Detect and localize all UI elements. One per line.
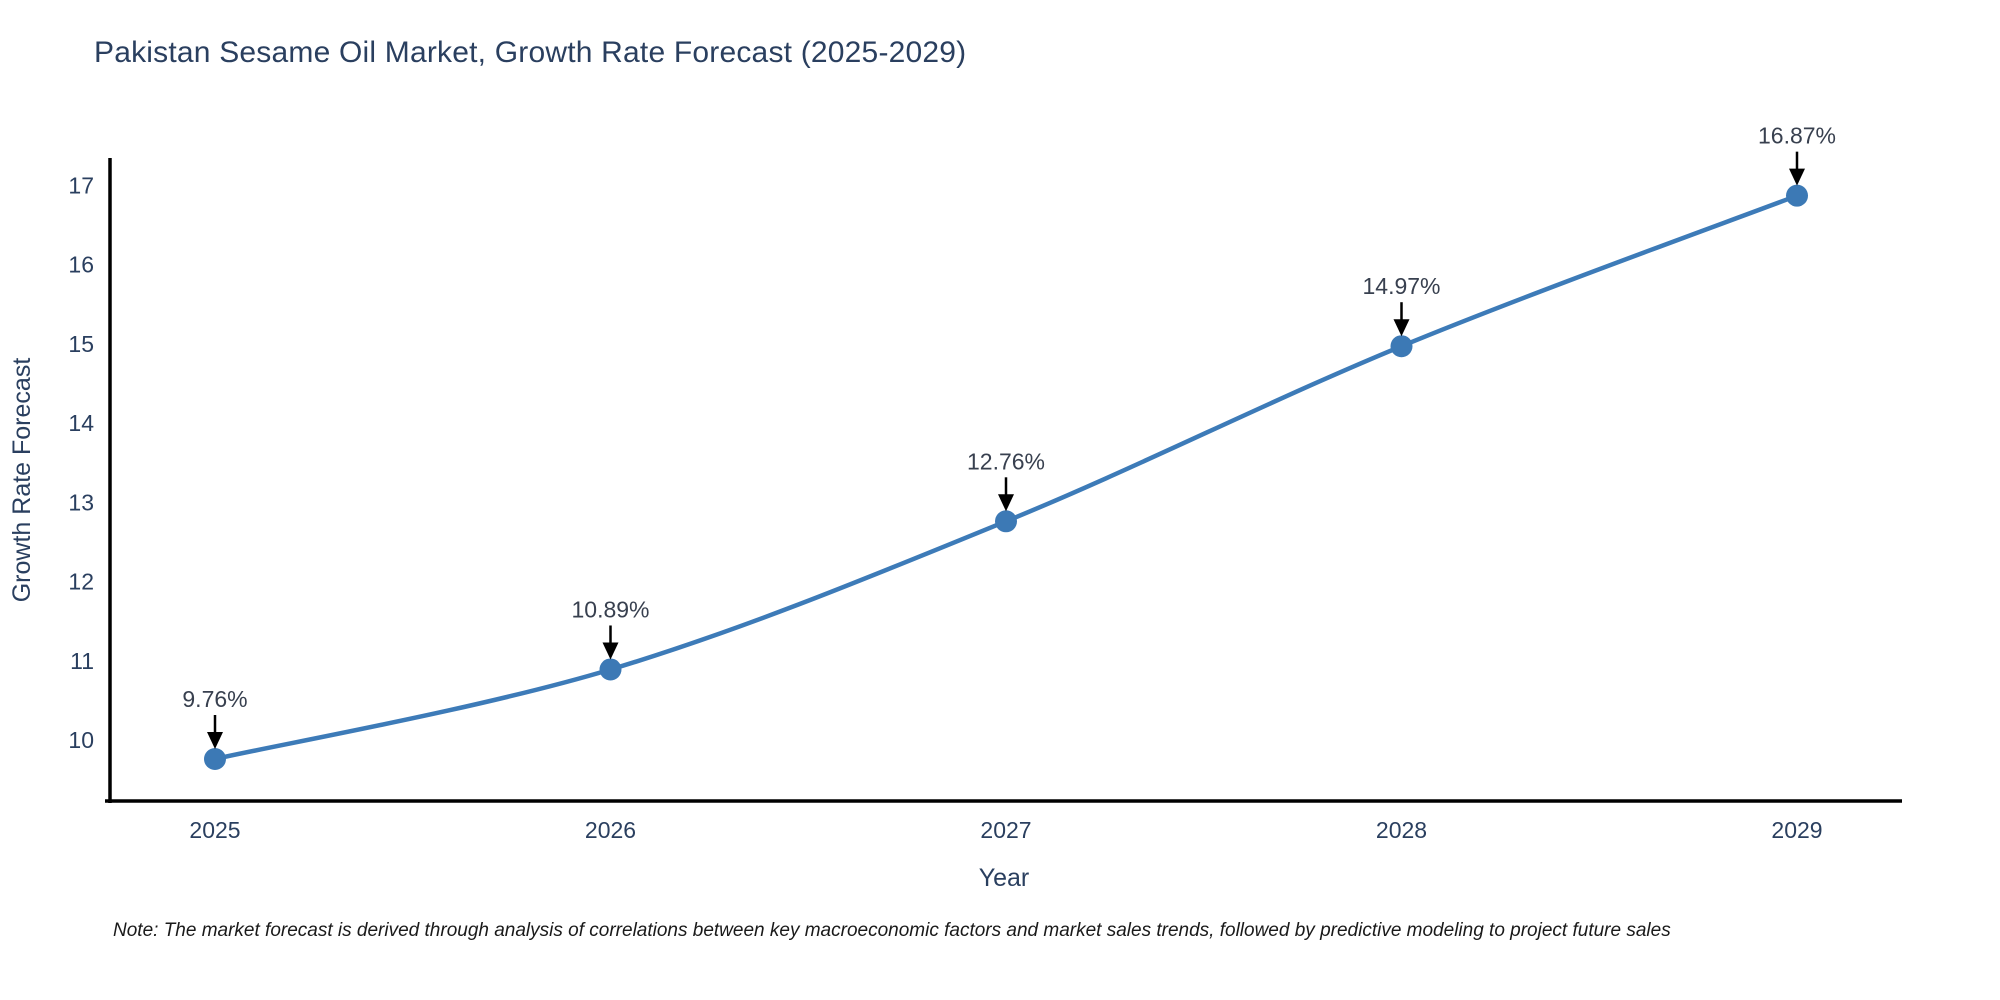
annotation-arrowhead-icon (1393, 319, 1410, 337)
x-axis-title: Year (979, 864, 1030, 892)
data-point-marker (995, 510, 1017, 533)
data-point-marker (599, 658, 622, 681)
footnote: Note: The market forecast is derived thr… (113, 920, 1671, 941)
x-axis-ticks: 2025 2026 2027 2028 2029 (189, 817, 1822, 843)
data-point-marker (204, 748, 226, 771)
x-tick-label: 2029 (1771, 817, 1822, 843)
point-annotation-label: 9.76% (182, 686, 247, 712)
y-tick-label: 15 (68, 331, 94, 357)
data-point-marker (1786, 184, 1808, 207)
point-annotation-label: 10.89% (571, 596, 649, 622)
data-point-marker (1390, 335, 1413, 358)
annotation-arrowhead-icon (1789, 168, 1805, 186)
annotations-group: 9.76% 10.89% 12.76% 14.97% 16.87% (182, 123, 1836, 750)
series-group (204, 184, 1808, 771)
point-annotation-label: 14.97% (1362, 273, 1440, 299)
annotation-arrowhead-icon (998, 494, 1014, 512)
chart-title: Pakistan Sesame Oil Market, Growth Rate … (94, 36, 967, 69)
point-annotation-label: 16.87% (1758, 123, 1836, 149)
y-tick-label: 12 (68, 569, 94, 595)
x-tick-label: 2027 (980, 817, 1031, 843)
x-tick-label: 2028 (1376, 817, 1427, 843)
annotation-arrowhead-icon (207, 732, 223, 750)
point-annotation-label: 12.76% (967, 448, 1045, 474)
y-tick-label: 16 (68, 252, 94, 278)
y-tick-label: 17 (68, 172, 94, 198)
y-tick-label: 13 (68, 489, 94, 515)
y-tick-label: 11 (70, 648, 94, 674)
x-tick-label: 2026 (585, 817, 636, 843)
annotation-arrowhead-icon (602, 642, 619, 660)
x-tick-label: 2025 (189, 817, 240, 843)
y-tick-label: 10 (68, 727, 94, 753)
y-tick-label: 14 (68, 410, 94, 436)
y-axis-ticks: 10 11 12 13 14 15 16 17 (68, 172, 94, 753)
y-axis-title: Growth Rate Forecast (8, 358, 36, 603)
